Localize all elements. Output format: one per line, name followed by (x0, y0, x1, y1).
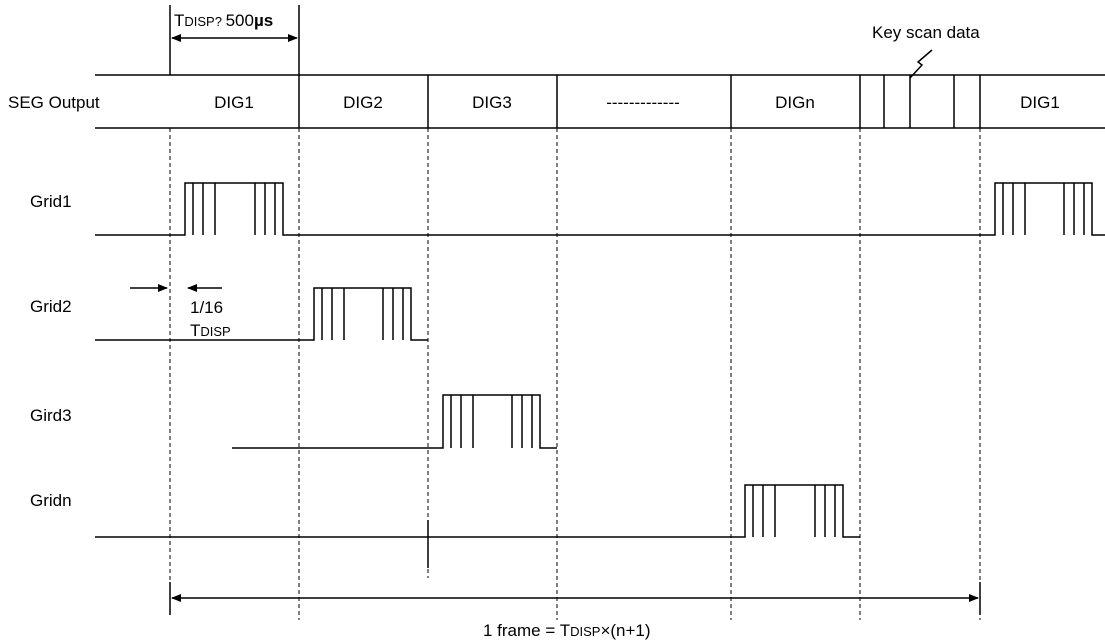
sixteenth-value: 1/16 (190, 298, 223, 317)
gridn-row: Gridn (30, 484, 860, 568)
seg-output-band: SEG Output DIG1 DIG2 DIG3 ------------- … (8, 74, 1105, 129)
seg-output-label: SEG Output (8, 93, 100, 112)
segment-dig1: DIG1 (214, 93, 254, 112)
segment-dign: DIGn (775, 93, 815, 112)
sixteenth-tdisp: TDISP (190, 321, 231, 340)
grid2-row: Grid2 (30, 287, 428, 341)
key-scan-label: Key scan data (872, 23, 980, 42)
gird3-row: Gird3 (30, 394, 557, 449)
tdisp-marker: TDISP? 500µs (169, 5, 300, 75)
key-scan-annotation: Key scan data (872, 23, 980, 79)
segment-dig3: DIG3 (472, 93, 512, 112)
tdisp-label: TDISP? 500µs (174, 11, 273, 30)
grid2-label: Grid2 (30, 297, 72, 316)
frame-span: 1 frame = TDISP×(n+1) (169, 582, 981, 640)
frame-label: 1 frame = TDISP×(n+1) (483, 621, 651, 640)
gridn-label: Gridn (30, 491, 72, 510)
gird3-label: Gird3 (30, 406, 72, 425)
segment-dig2: DIG2 (343, 93, 383, 112)
grid1-row: Grid1 (30, 182, 1105, 236)
segment-ellipsis: ------------- (606, 93, 680, 112)
grid1-label: Grid1 (30, 192, 72, 211)
sixteenth-annotation: 1/16 TDISP (130, 284, 231, 340)
segment-dig1-repeat: DIG1 (1020, 93, 1060, 112)
dashed-guides (169, 128, 981, 620)
